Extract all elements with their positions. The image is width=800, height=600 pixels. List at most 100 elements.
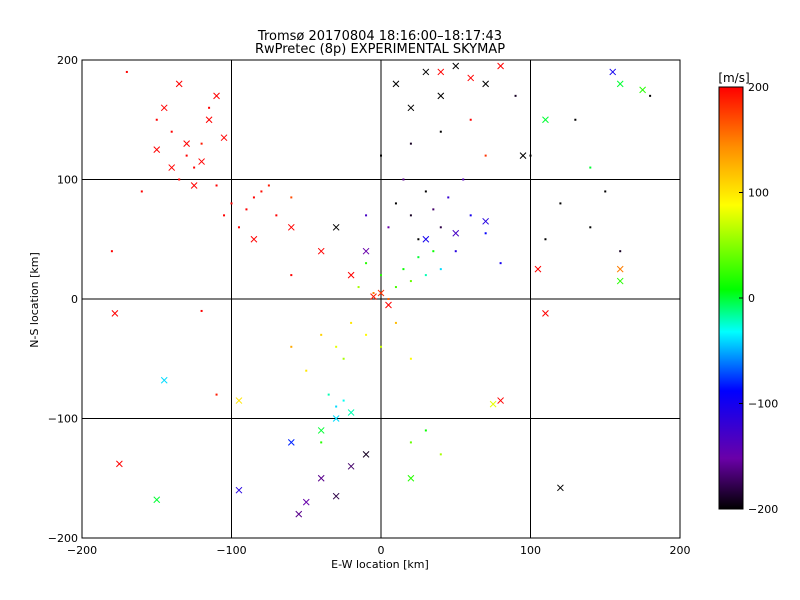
- colorbar-ticks: 200 100 0 −100 −200: [739, 81, 778, 516]
- data-point-dot: [140, 190, 143, 193]
- data-point-dot: [394, 286, 397, 289]
- colorbar-tick-label: −100: [748, 398, 778, 411]
- data-point-dot: [372, 292, 375, 295]
- data-point-x: [616, 265, 624, 273]
- data-point-dot: [394, 321, 397, 324]
- data-point-dot: [589, 226, 592, 229]
- data-point-dot: [320, 333, 323, 336]
- data-point-dot: [417, 238, 420, 241]
- data-point-dot: [380, 345, 382, 348]
- data-point-dot: [365, 214, 368, 217]
- data-point-x: [534, 265, 542, 273]
- data-point-x: [116, 460, 123, 468]
- x-axis-label: E-W location [km]: [331, 558, 429, 571]
- data-point-dot: [335, 405, 338, 408]
- data-point-dot: [193, 166, 196, 169]
- data-point-x: [422, 68, 430, 76]
- data-point-dot: [215, 184, 218, 187]
- data-point-x: [542, 309, 549, 317]
- data-point-x: [190, 182, 198, 189]
- data-point-dot: [469, 214, 472, 217]
- data-point-dot: [402, 178, 405, 181]
- data-point-dot: [223, 214, 226, 217]
- data-point-dot: [252, 196, 255, 199]
- data-point-dot: [432, 250, 435, 253]
- data-point-dot: [424, 190, 427, 193]
- data-point-dot: [409, 441, 412, 444]
- data-point-x: [497, 397, 504, 404]
- data-point-dot: [409, 142, 412, 145]
- data-point-x: [385, 301, 392, 309]
- data-point-dot: [208, 106, 211, 109]
- data-point-dot: [237, 226, 240, 229]
- data-point-x: [452, 62, 460, 70]
- data-point-dot: [424, 429, 427, 432]
- data-point-x: [183, 140, 191, 148]
- data-point-dot: [439, 130, 442, 133]
- data-point-x: [370, 293, 377, 300]
- data-point-x: [153, 146, 161, 153]
- data-point-dot: [200, 142, 203, 145]
- data-point-dot: [245, 208, 248, 211]
- colorbar-tick-label: 100: [748, 187, 769, 200]
- data-point-dot: [529, 154, 532, 157]
- data-point-x: [302, 498, 310, 506]
- data-point-dot: [484, 232, 487, 235]
- data-point-dot: [125, 70, 128, 73]
- data-point-x: [317, 474, 325, 482]
- data-point-x: [497, 62, 504, 70]
- x-tick-label: 100: [520, 544, 541, 557]
- data-point-x: [347, 409, 355, 416]
- data-point-dot: [439, 453, 442, 456]
- data-point-x: [198, 158, 205, 165]
- data-point-x: [392, 80, 400, 88]
- data-point-dot: [327, 393, 330, 396]
- data-point-dot: [447, 196, 450, 199]
- data-point-x: [287, 439, 295, 446]
- data-point-dot: [559, 202, 562, 205]
- data-point-dot: [290, 345, 293, 348]
- data-point-dot: [155, 118, 158, 121]
- data-point-x: [557, 484, 564, 492]
- data-point-dot: [439, 226, 442, 229]
- data-point-dot: [185, 154, 188, 157]
- y-tick-label: 0: [71, 293, 78, 306]
- data-point-x: [235, 397, 243, 404]
- data-point-x: [295, 510, 303, 518]
- data-point-dot: [178, 178, 181, 181]
- plot-frame: [81, 59, 681, 539]
- data-point-dot: [387, 298, 390, 300]
- data-point-dot: [454, 250, 457, 253]
- data-point-dot: [462, 178, 465, 181]
- data-point-dot: [380, 274, 382, 277]
- data-point-x: [467, 74, 475, 82]
- y-axis-label: N-S location [km]: [28, 252, 41, 348]
- data-point-dot: [357, 286, 360, 289]
- data-point-dot: [110, 250, 113, 253]
- y-tick-label: −200: [48, 532, 78, 545]
- data-point-x: [235, 486, 243, 494]
- x-tick-label: 200: [670, 544, 691, 557]
- data-point-x: [317, 427, 325, 434]
- data-point-x: [168, 164, 176, 171]
- data-point-dot: [275, 214, 278, 217]
- data-point-dot: [619, 250, 622, 253]
- data-point-dot: [574, 118, 577, 121]
- colorbar-tick-label: 0: [748, 292, 755, 305]
- data-point-x: [437, 92, 445, 100]
- data-point-x: [362, 450, 370, 458]
- data-point-x: [175, 80, 183, 88]
- data-point-dot: [305, 369, 308, 372]
- data-point-x: [639, 86, 646, 94]
- data-point-x: [332, 415, 340, 422]
- data-point-x: [250, 235, 258, 243]
- data-point-x: [332, 223, 340, 231]
- data-point-dot: [432, 208, 435, 211]
- data-point-dot: [380, 154, 382, 157]
- data-point-dot: [589, 166, 592, 169]
- data-point-dot: [290, 196, 293, 199]
- data-point-dot: [394, 202, 397, 205]
- data-point-dot: [409, 357, 412, 360]
- x-tick-label: 0: [378, 544, 385, 557]
